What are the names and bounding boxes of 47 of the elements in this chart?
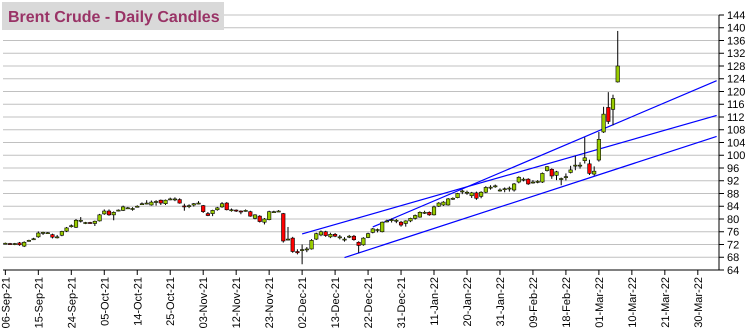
y-tick-label: 100	[727, 150, 746, 162]
y-tick-label: 140	[727, 22, 746, 35]
x-tick-label: 20-Jan-22	[462, 277, 474, 327]
chart-title: Brent Crude - Daily Candles	[8, 9, 220, 26]
x-tick-label: 31-Dec-21	[396, 277, 408, 328]
y-tick-label: 104	[727, 137, 746, 150]
y-tick-label: 96	[727, 162, 740, 175]
candlestick	[596, 131, 601, 162]
y-tick-label: 76	[727, 226, 740, 239]
x-tick-label: 14-Oct-21	[132, 277, 144, 326]
y-tick-label: 120	[727, 86, 746, 98]
y-tick-label: 136	[727, 35, 746, 48]
x-tick-label: 11-Jan-22	[429, 277, 442, 326]
x-tick-label: 23-Nov-21	[264, 277, 276, 328]
y-tick-label: 144	[727, 10, 746, 22]
x-tick-label: 24-Sep-21	[66, 277, 78, 328]
y-tick-label: 128	[727, 60, 746, 73]
x-tick-label: 12-Nov-21	[231, 277, 244, 328]
y-tick-label: 116	[727, 99, 745, 112]
x-tick-label: 31-Jan-22	[494, 277, 507, 327]
y-tick-label: 64	[727, 264, 740, 277]
y-tick-label: 108	[727, 124, 746, 137]
x-tick-label: 25-Oct-21	[165, 277, 178, 326]
x-tick-label: 03-Nov-21	[198, 277, 210, 328]
x-tick-label: 10-Mar-22	[626, 277, 639, 328]
x-tick-label: 09-Feb-22	[528, 277, 540, 328]
x-tick-label: 30-Mar-22	[692, 277, 705, 328]
y-tick-label: 72	[727, 239, 740, 252]
y-tick-label: 124	[727, 74, 746, 86]
x-tick-label: 15-Sep-21	[33, 277, 46, 328]
x-tick-label: 21-Mar-22	[660, 277, 672, 328]
y-tick-label: 84	[727, 201, 740, 214]
y-tick-label: 80	[727, 214, 740, 226]
x-tick-label: 01-Mar-22	[594, 277, 606, 328]
x-tick-label: 06-Sep-21	[0, 277, 12, 328]
y-tick-label: 132	[727, 48, 746, 60]
x-tick-label: 22-Dec-21	[363, 277, 376, 328]
y-tick-label: 88	[727, 188, 740, 200]
x-tick-label: 02-Dec-21	[297, 277, 310, 328]
y-tick-label: 68	[727, 252, 740, 264]
y-tick-label: 92	[727, 176, 740, 188]
y-tick-label: 112	[727, 112, 745, 124]
x-tick-label: 18-Feb-22	[560, 277, 573, 328]
candlestick	[582, 136, 587, 164]
x-tick-label: 05-Oct-21	[99, 277, 112, 326]
x-tick-label: 13-Dec-21	[330, 277, 342, 328]
candlestick	[616, 30, 620, 84]
